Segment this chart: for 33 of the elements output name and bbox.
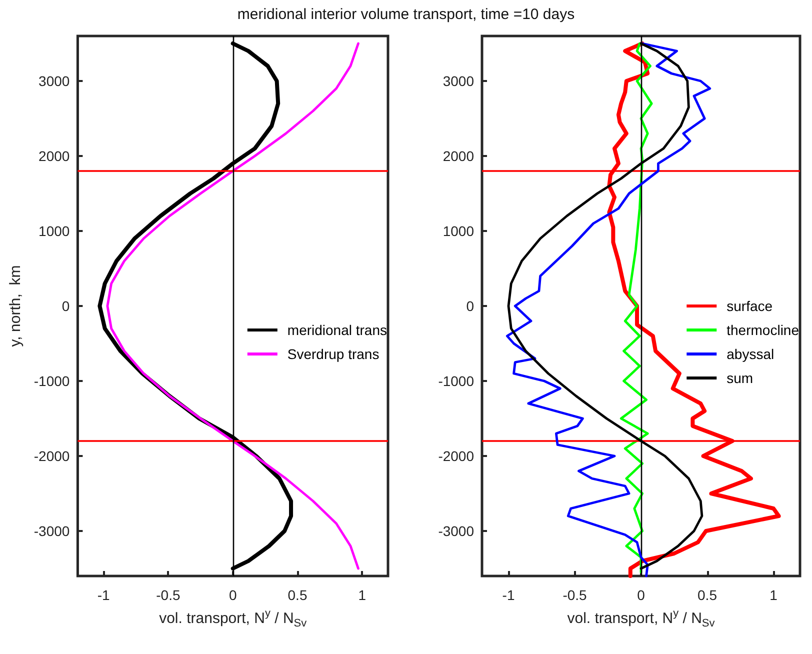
x-tick-label: -0.5	[562, 587, 588, 603]
x-tick-label: 0	[228, 587, 237, 603]
y-tick-label: 2000	[38, 148, 70, 164]
legend-label: thermocline	[726, 322, 800, 338]
y-tick-label: 1000	[38, 223, 70, 239]
legend-label: surface	[726, 298, 773, 314]
y-tick-label: -1000	[34, 373, 70, 389]
x-tick-label: 0	[637, 587, 646, 603]
y-tick-label: 3000	[38, 73, 70, 89]
legend-label: meridional trans	[287, 322, 388, 338]
x-tick-label: 0.5	[288, 587, 308, 603]
legend-label: Sverdrup trans	[287, 346, 380, 362]
legend-label: abyssal	[726, 346, 774, 362]
y-tick-label: 1000	[442, 223, 474, 239]
x-tick-label: 1	[358, 587, 366, 603]
y-tick-label: 3000	[442, 73, 474, 89]
chart-title: meridional interior volume transport, time =10 days	[236, 6, 576, 23]
legend-label: sum	[726, 370, 754, 386]
x-tick-label: -1	[97, 587, 110, 603]
y-tick-label: 2000	[442, 148, 474, 164]
x-tick-label: -0.5	[156, 587, 180, 603]
y-tick-label: 0	[62, 298, 70, 314]
y-tick-label: -3000	[438, 523, 474, 539]
y-tick-label: -3000	[34, 523, 70, 539]
y-tick-label: -1000	[438, 373, 474, 389]
y-tick-label: -2000	[34, 448, 70, 464]
x-tick-label: -1	[502, 587, 515, 603]
line-series	[620, 42, 653, 574]
y-tick-label: -2000	[438, 448, 474, 464]
y-axis-title: y, north, km	[7, 265, 24, 347]
x-tick-label: 1	[770, 587, 778, 603]
y-tick-label: 0	[466, 298, 474, 314]
x-tick-label: 0.5	[698, 587, 718, 603]
